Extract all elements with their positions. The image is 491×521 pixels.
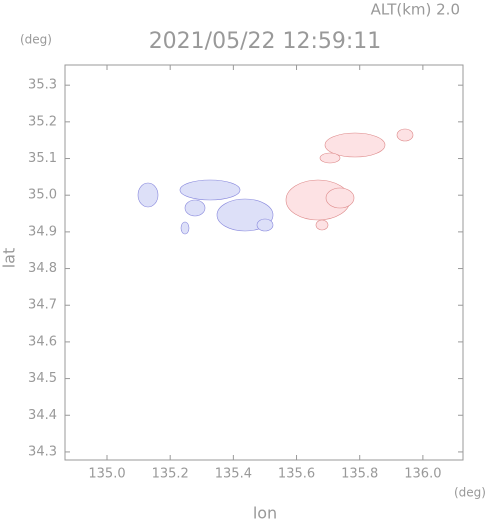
altitude-label: ALT(km) 2.0 bbox=[371, 1, 460, 19]
y-tick-label: 34.5 bbox=[28, 371, 57, 386]
x-tick-label: 136.0 bbox=[404, 467, 441, 482]
chart-title: 2021/05/22 12:59:11 bbox=[149, 29, 382, 54]
echo-red bbox=[285, 128, 414, 231]
y-tick-label: 35.1 bbox=[28, 151, 57, 166]
y-tick-label: 35.2 bbox=[28, 114, 57, 129]
x-tick-label: 135.8 bbox=[341, 467, 378, 482]
y-tick-label: 34.6 bbox=[28, 334, 57, 349]
y-tick-label: 35.3 bbox=[28, 78, 57, 93]
x-tick-label: 135.4 bbox=[215, 467, 252, 482]
x-tick-label: 135.6 bbox=[278, 467, 315, 482]
y-tick-label: 35.0 bbox=[28, 188, 57, 203]
y-tick-label: 34.9 bbox=[28, 224, 57, 239]
y-tick-label: 34.8 bbox=[28, 261, 57, 276]
x-axis-label: lon bbox=[253, 504, 277, 521]
y-unit: (deg) bbox=[20, 33, 52, 47]
y-tick-label: 34.3 bbox=[28, 444, 57, 459]
x-tick-label: 135.0 bbox=[88, 467, 125, 482]
y-axis-label: lat bbox=[0, 248, 19, 269]
y-tick-label: 34.4 bbox=[28, 408, 57, 423]
y-tick-label: 34.7 bbox=[28, 298, 57, 313]
echo-blue bbox=[137, 179, 274, 235]
x-tick-label: 135.2 bbox=[152, 467, 189, 482]
x-unit: (deg) bbox=[454, 486, 486, 500]
plot-frame bbox=[64, 64, 464, 461]
